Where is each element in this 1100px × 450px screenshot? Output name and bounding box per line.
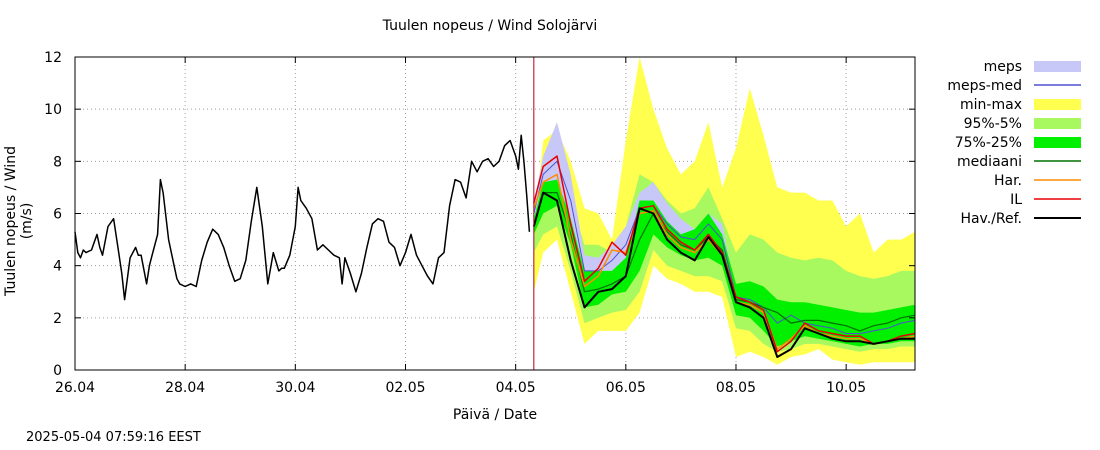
x-tick-label: 28.04 [165, 380, 205, 396]
legend-label-p75_25: 75%-25% [955, 135, 1022, 151]
series-lines [74, 57, 916, 370]
y-tick-label: 2 [53, 311, 62, 327]
x-tick-label: 04.05 [496, 380, 536, 396]
x-tick-label: 06.05 [606, 380, 646, 396]
y-tick-label: 12 [44, 50, 62, 66]
legend-label-meps_med: meps-med [947, 78, 1022, 94]
mediaani-line [533, 192, 916, 332]
observed-line [74, 134, 531, 301]
legend-label-il: IL [1010, 192, 1022, 208]
y-tick-label: 6 [53, 207, 62, 223]
meps-med-line [533, 160, 916, 334]
legend: meps meps-med min-max 95%-5% 75%-25% mediaani… [947, 59, 1081, 227]
y-tick-label: 0 [53, 363, 62, 379]
il-line [533, 155, 916, 353]
x-tick-label: 30.04 [275, 380, 315, 396]
hav-forecast-line [532, 191, 915, 358]
x-axis-label: Päivä / Date [452, 407, 538, 423]
chart-title: Tuulen nopeus / Wind Solojärvi [382, 18, 598, 34]
x-tick-label: 08.05 [716, 380, 756, 396]
axes: 0 2 4 6 8 10 12 26.04 28.04 30.04 02.05 04.05 06.05 0… [44, 50, 916, 396]
x-tick-label: 10.05 [826, 380, 866, 396]
x-tick-label: 26.04 [55, 380, 95, 396]
legend-swatch-p75_25 [1034, 137, 1081, 148]
y-tick-label: 4 [53, 259, 62, 275]
x-tick-label: 02.05 [385, 380, 425, 396]
legend-label-minmax: min-max [960, 97, 1022, 113]
y-tick-label: 10 [44, 102, 62, 118]
legend-swatch-minmax [1034, 99, 1081, 110]
legend-label-mediaani: mediaani [957, 154, 1022, 170]
legend-label-p95_5: 95%-5% [964, 116, 1022, 132]
legend-swatch-meps [1034, 61, 1081, 72]
y-tick-label: 8 [53, 154, 62, 170]
legend-label-meps: meps [984, 59, 1022, 75]
legend-label-har: Har. [994, 173, 1022, 189]
legend-swatch-p95_5 [1034, 118, 1081, 129]
timestamp: 2025-05-04 07:59:16 EEST [26, 430, 201, 445]
legend-label-hav: Hav./Ref. [960, 211, 1022, 227]
